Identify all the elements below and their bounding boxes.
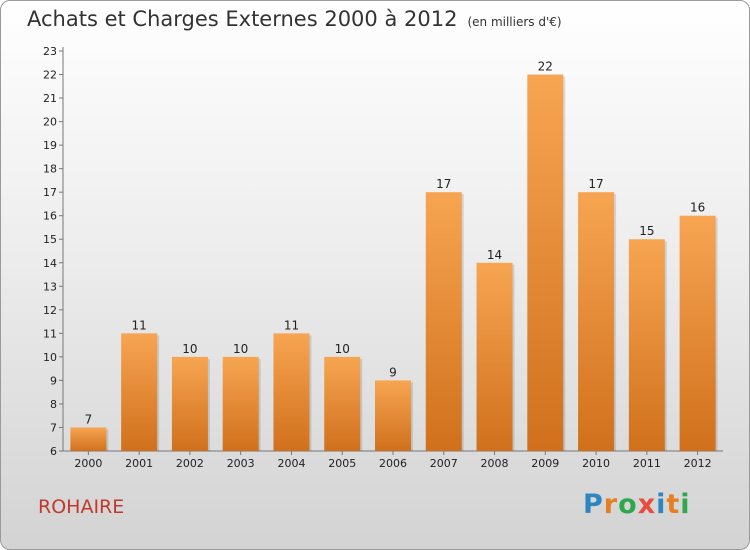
y-tick-label: 9 (50, 374, 57, 387)
commune-name: ROHAIRE (38, 496, 125, 518)
y-tick-label: 23 (43, 45, 57, 58)
x-tick-label: 2012 (684, 457, 712, 470)
bar (121, 333, 158, 451)
bar (527, 74, 564, 451)
y-tick-label: 12 (43, 304, 57, 317)
x-tick-label: 2002 (176, 457, 204, 470)
x-tick-label: 2003 (227, 457, 255, 470)
x-tick-label: 2010 (582, 457, 610, 470)
bar-value-label: 14 (487, 248, 502, 262)
y-tick-label: 22 (43, 69, 57, 82)
x-tick-label: 2007 (430, 457, 458, 470)
chart-unit: (en milliers d'€) (467, 15, 562, 29)
bar-value-label: 17 (588, 177, 603, 191)
bar (578, 192, 615, 452)
bar (171, 356, 208, 451)
y-tick-label: 8 (50, 398, 57, 411)
bar-value-label: 10 (335, 342, 350, 356)
bar-value-label: 16 (690, 201, 705, 215)
x-tick-label: 2004 (277, 457, 305, 470)
y-tick-label: 17 (43, 186, 57, 199)
bar (222, 356, 259, 451)
chart-title: Achats et Charges Externes 2000 à 2012 (e… (27, 7, 562, 31)
axes: 6 7 8 9 10 11 12 13 14 15 16 17 18 19 20 21 22 23 (43, 45, 723, 458)
x-tick-label: 2005 (328, 457, 356, 470)
x-tick-label: 2006 (379, 457, 407, 470)
bars (70, 74, 718, 452)
x-tick-label: 2011 (633, 457, 661, 470)
y-tick-label: 13 (43, 280, 57, 293)
logo-letter: o (618, 489, 638, 520)
x-tick-label: 2000 (74, 457, 102, 470)
bar-value-label: 11 (132, 318, 147, 332)
x-tick-label: 2009 (531, 457, 559, 470)
bar-value-label: 22 (538, 60, 553, 74)
logo-letter: r (603, 489, 619, 520)
proxiti-logo: Proxiti (583, 489, 691, 520)
y-tick-label: 21 (43, 92, 57, 105)
bar (679, 215, 716, 451)
bar (273, 333, 310, 451)
bar (476, 262, 513, 451)
bar-value-label: 9 (389, 365, 397, 379)
y-tick-label: 20 (43, 116, 57, 129)
logo-letter: i (656, 489, 667, 520)
logo-letter: x (637, 489, 657, 520)
logo-letter: i (680, 489, 691, 520)
chart-title-text: Achats et Charges Externes 2000 à 2012 (27, 7, 458, 31)
y-tick-label: 16 (43, 210, 57, 223)
y-tick-label: 6 (50, 445, 57, 458)
y-tick-label: 14 (43, 257, 57, 270)
x-tick-label: 2001 (125, 457, 153, 470)
bar (324, 356, 361, 451)
bar (628, 239, 665, 451)
bar (375, 380, 411, 451)
y-tick-label: 15 (43, 233, 57, 246)
bar-value-label: 17 (436, 177, 451, 191)
y-tick-label: 11 (43, 327, 57, 340)
logo-letter: t (666, 489, 681, 520)
bar-value-label: 10 (233, 342, 248, 356)
y-tick-label: 18 (43, 163, 57, 176)
logo-letter: P (583, 489, 604, 520)
bar (425, 192, 462, 452)
x-tick-label: 2008 (481, 457, 509, 470)
bar-value-label: 7 (85, 412, 93, 426)
y-tick-label: 7 (50, 421, 57, 434)
bar-value-label: 15 (639, 224, 654, 238)
bar-value-label: 11 (284, 318, 299, 332)
bar (70, 427, 107, 451)
y-tick-label: 19 (43, 139, 57, 152)
labels: 7 2000 11 2001 10 2002 10 2003 11 2004 10 2005 9 2006… (74, 60, 711, 470)
bar-value-label: 10 (182, 342, 197, 356)
y-tick-label: 10 (43, 351, 57, 364)
